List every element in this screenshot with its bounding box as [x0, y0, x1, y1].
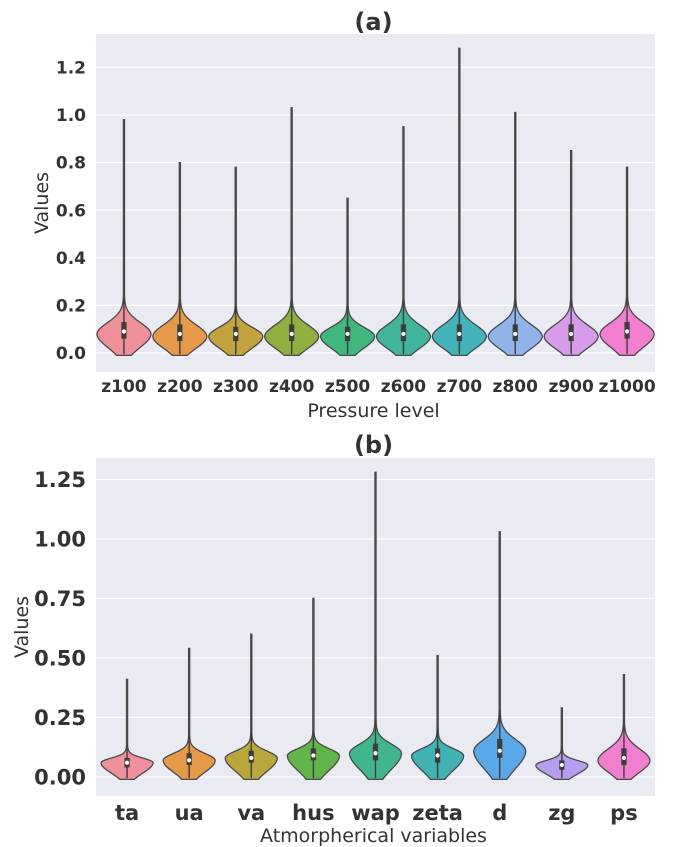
x-tick-label-wap: wap [351, 801, 400, 825]
y-tick-label: 0.25 [34, 706, 86, 730]
x-tick-label-va: va [237, 801, 265, 825]
median-dot-z700 [457, 331, 462, 337]
chart-panel-b: 0.00 0.25 0.50 0.75 1.00 1.25 ta ua va hus wap zeta… [11, 431, 655, 847]
median-dot-z200 [177, 331, 182, 337]
violin-z800 [487, 111, 543, 356]
y-tick-label: 0.6 [56, 201, 86, 221]
violin-zg [535, 707, 589, 780]
x-tick-label-zeta: zeta [412, 801, 463, 825]
chart-title-b: (b) [354, 431, 393, 459]
median-dot-zeta [435, 753, 440, 758]
violin-d [473, 531, 527, 780]
median-dot-z100 [121, 329, 127, 334]
x-axis-label-a: Pressure level [307, 400, 439, 422]
violin-z200 [152, 161, 208, 356]
median-dot-va [249, 755, 254, 761]
y-tick-label: 0.75 [34, 587, 86, 611]
median-dot-z500 [345, 331, 350, 337]
violin-z400 [264, 107, 320, 356]
median-dot-z900 [569, 331, 574, 337]
x-tick-label-z100: z100 [101, 377, 147, 397]
y-tick-label: 0.2 [56, 296, 86, 316]
median-dot-z600 [401, 331, 406, 337]
y-axis-label-b: Values [11, 596, 33, 658]
x-tick-label-ta: ta [115, 801, 139, 825]
y-tick-label: 1.0 [56, 106, 86, 126]
median-dot-ua [187, 758, 192, 763]
x-tick-label-z1000: z1000 [598, 377, 655, 397]
violin-z500 [319, 197, 376, 356]
median-dot-ta [124, 760, 130, 765]
x-tick-label-z800: z800 [493, 377, 539, 397]
violin-z600 [375, 126, 432, 356]
plot-area-a [96, 34, 655, 372]
median-dot-zg [559, 762, 564, 768]
x-tick-label-z500: z500 [325, 377, 371, 397]
x-tick-label-d: d [492, 801, 507, 825]
violin-z1000 [599, 166, 655, 356]
violin-hus [286, 597, 341, 780]
violin-z700 [431, 47, 487, 356]
y-axis-label-a: Values [31, 172, 53, 234]
y-tick-label: 0.8 [56, 154, 86, 174]
violin-z100 [96, 119, 152, 356]
violin-va [224, 633, 278, 780]
x-tick-label-ps: ps [610, 801, 638, 825]
x-tick-label-z600: z600 [381, 377, 427, 397]
median-dot-hus [311, 753, 316, 758]
median-dot-ps [621, 755, 627, 761]
x-tick-label-z200: z200 [157, 377, 203, 397]
x-tick-label-z900: z900 [548, 377, 594, 397]
y-tick-label: 0.00 [34, 766, 86, 790]
median-dot-z400 [289, 331, 294, 337]
y-tick-label: 0.4 [56, 249, 86, 269]
x-axis-label-b: Atmorpherical variables [260, 825, 487, 847]
y-tick-label: 1.25 [34, 468, 86, 492]
median-dot-z800 [513, 331, 518, 337]
violin-z300 [208, 166, 264, 356]
y-tick-label: 1.2 [56, 58, 86, 78]
x-tick-label-z300: z300 [213, 377, 259, 397]
iqr-box-d [497, 738, 503, 758]
median-dot-z300 [233, 331, 238, 337]
median-dot-z1000 [624, 329, 630, 334]
x-tick-label-zg: zg [548, 801, 575, 825]
y-tick-label: 1.00 [34, 527, 86, 551]
x-tick-label-z700: z700 [437, 377, 483, 397]
y-tick-label: 0.0 [56, 344, 86, 364]
median-dot-d [497, 748, 502, 753]
y-tick-label: 0.50 [34, 647, 86, 671]
median-dot-wap [373, 751, 378, 756]
chart-title-a: (a) [354, 8, 392, 36]
x-tick-label-ua: ua [175, 801, 204, 825]
chart-panel-a: 0.0 0.2 0.4 0.6 0.8 1.0 1.2 z100 z200 z300 z400 z50… [31, 8, 656, 422]
violin-zeta [410, 654, 465, 780]
x-tick-label-z400: z400 [269, 377, 315, 397]
x-tick-label-hus: hus [292, 801, 334, 825]
violin-z900 [543, 149, 599, 356]
violin-wap [348, 471, 403, 780]
